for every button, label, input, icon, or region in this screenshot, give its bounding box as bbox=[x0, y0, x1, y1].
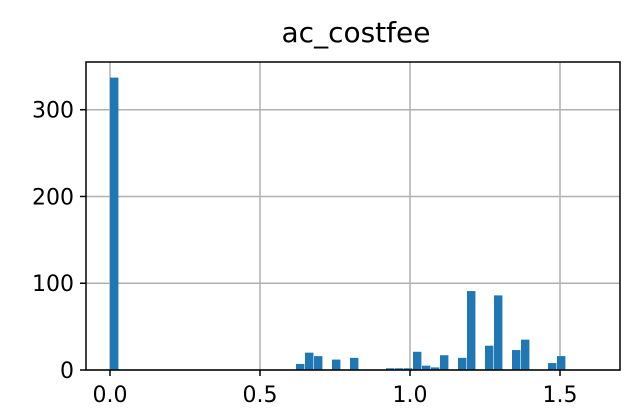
y-tick-label: 100 bbox=[32, 272, 74, 297]
histogram-bar bbox=[431, 367, 440, 370]
histogram-bar bbox=[305, 352, 314, 370]
histogram-bar bbox=[521, 339, 530, 370]
histogram-bar bbox=[413, 351, 422, 370]
histogram-bar bbox=[296, 363, 305, 370]
x-tick-label: 1.5 bbox=[543, 383, 578, 408]
bars bbox=[110, 77, 566, 370]
histogram-bar bbox=[332, 359, 341, 370]
histogram-bar bbox=[467, 291, 476, 370]
histogram-bar bbox=[548, 363, 557, 370]
y-tick-label: 200 bbox=[32, 185, 74, 210]
histogram-bar bbox=[557, 356, 566, 370]
y-tick-label: 0 bbox=[60, 359, 74, 384]
histogram-bar bbox=[350, 357, 359, 370]
histogram-bar bbox=[512, 350, 521, 370]
axis-ticks: 0.0 0.5 1.0 1.5 0 100 200 300 bbox=[32, 99, 578, 408]
x-tick-label: 0.5 bbox=[243, 383, 278, 408]
histogram-bar bbox=[458, 357, 467, 370]
grid-lines bbox=[86, 62, 620, 371]
x-tick-label: 0.0 bbox=[93, 383, 128, 408]
y-tick-label: 300 bbox=[32, 99, 74, 124]
histogram-bar bbox=[110, 77, 119, 370]
chart-title: ac_costfee bbox=[282, 16, 431, 49]
histogram-bar bbox=[395, 368, 404, 370]
histogram-bar bbox=[494, 295, 503, 370]
histogram-bar bbox=[440, 355, 449, 370]
x-tick-label: 1.0 bbox=[393, 383, 428, 408]
histogram-bar bbox=[404, 368, 413, 370]
histogram-bar bbox=[422, 365, 431, 370]
plot-frame bbox=[85, 61, 621, 371]
histogram-bar bbox=[386, 368, 395, 370]
histogram-bar bbox=[314, 356, 323, 370]
histogram-bar bbox=[485, 345, 494, 370]
